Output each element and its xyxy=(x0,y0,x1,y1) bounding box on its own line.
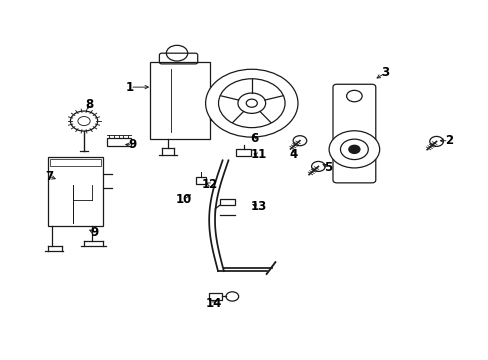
Text: 11: 11 xyxy=(250,148,266,162)
Text: 6: 6 xyxy=(249,132,258,145)
Circle shape xyxy=(205,69,297,137)
Circle shape xyxy=(348,145,359,153)
Circle shape xyxy=(328,131,379,168)
Text: 8: 8 xyxy=(84,99,93,112)
Text: 2: 2 xyxy=(444,134,452,147)
Circle shape xyxy=(340,139,367,159)
Circle shape xyxy=(218,79,285,128)
Text: 12: 12 xyxy=(201,178,217,191)
Text: 1: 1 xyxy=(126,81,134,94)
Text: 9: 9 xyxy=(90,226,99,239)
Text: 14: 14 xyxy=(205,297,221,310)
Text: 10: 10 xyxy=(175,193,191,206)
Text: 13: 13 xyxy=(250,200,266,213)
Text: 7: 7 xyxy=(45,170,53,183)
Text: 4: 4 xyxy=(288,148,297,162)
Text: 9: 9 xyxy=(128,139,137,152)
Text: 5: 5 xyxy=(324,161,331,174)
Text: 3: 3 xyxy=(381,66,389,79)
Circle shape xyxy=(238,93,265,113)
